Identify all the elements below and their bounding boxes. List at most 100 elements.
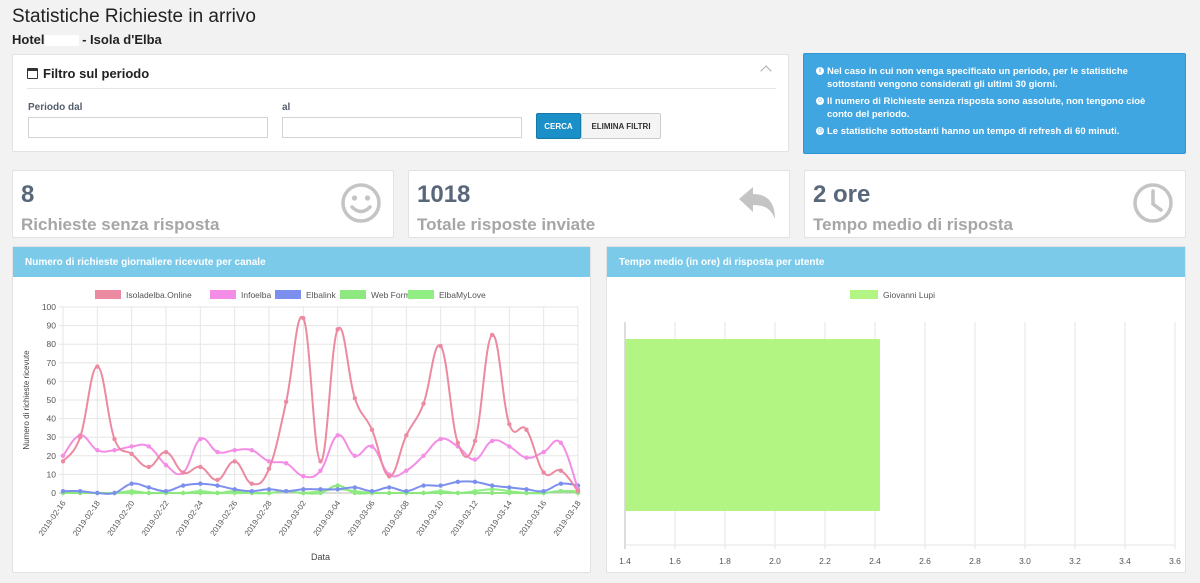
data-point [266,490,272,496]
x-tick-label: 2019-03-06 [346,499,377,538]
data-point [489,438,495,444]
to-date-input[interactable] [282,117,522,138]
data-point [301,490,306,496]
x-tick-label: 3.2 [1069,556,1081,566]
data-point [489,487,495,492]
data-point [301,315,306,321]
x-tick-label: 2019-03-14 [483,499,514,538]
data-point [283,399,289,405]
info-item: ◷ Le statistiche sottostanti hanno un tem… [816,125,1173,138]
data-point [180,483,186,488]
stat-total-replies: 1018 Totale risposte inviate [408,170,790,238]
data-point [352,490,358,496]
info-item: ☺ Il numero di Richieste senza risposta s… [816,95,1173,121]
data-point [215,490,220,496]
line-chart: Isoladelba.Online Infoelba Elbalink Web For… [22,290,583,562]
data-point [215,449,220,455]
legend-label: Infoelba [241,290,272,300]
calendar-icon [27,68,38,79]
from-date-input[interactable] [28,117,268,138]
data-point [369,488,375,494]
data-point [404,468,409,473]
legend-label: Giovanni Lupi [883,290,935,300]
data-point [215,477,220,483]
x-tick-label: 2019-02-28 [243,499,274,538]
search-button[interactable]: CERCA [536,113,581,139]
data-point [283,488,289,494]
data-point [146,485,152,490]
filter-header[interactable]: Filtro sul periodo [27,66,149,81]
y-tick-label: 100 [42,302,56,312]
data-point [558,488,564,494]
clock-icon [1133,183,1173,223]
data-point [386,485,392,490]
data-point [146,444,152,449]
smile-small-icon: ☺ [816,97,824,105]
clear-filters-button[interactable]: ELIMINA FILTRI [581,113,661,139]
from-label: Periodo dal [28,102,83,113]
hotel-name: Hotel - Isola d'Elba [12,32,162,47]
data-point [232,487,237,492]
x-tick-label: 2019-03-10 [414,499,445,538]
data-point [524,487,529,492]
redacted-name [44,35,79,47]
data-point [386,474,392,479]
data-point [335,487,340,492]
stat-value: 1018 [417,181,471,208]
data-point [455,440,461,445]
data-point [386,490,392,496]
legend-label: Elbalink [306,290,337,300]
y-axis-title: Numero di richieste ricevute [22,350,31,450]
x-tick-label: 2019-02-20 [105,499,136,538]
legend-label: Isoladelba.Online [126,290,192,300]
data-point [266,459,272,464]
filter-title: Filtro sul periodo [43,66,150,81]
data-point [541,449,546,455]
data-point [507,490,512,496]
line-chart-panel: Numero di richieste giornaliere ricevute… [12,246,591,573]
data-point [352,485,358,490]
data-point [180,490,186,496]
data-point [60,453,66,458]
data-point [558,440,564,445]
data-point [421,483,426,488]
x-tick-label: 3.4 [1119,556,1131,566]
x-tick-label: 2019-03-08 [380,499,411,538]
info-icon: i [816,67,824,75]
data-point [438,436,443,442]
data-point [455,490,461,496]
data-point [524,490,529,496]
legend-swatch [408,290,434,299]
data-point [266,466,272,472]
x-tick-label: 2019-02-22 [140,499,171,538]
data-point [266,487,272,492]
smile-icon [341,183,381,223]
data-point [112,448,117,453]
divider [27,88,776,89]
data-point [198,490,203,496]
data-point [129,481,134,486]
x-tick-label: 2019-03-12 [449,499,480,538]
page-title: Statistiche Richieste in arrivo [12,6,256,27]
chevron-up-icon[interactable] [760,65,772,77]
data-point [507,421,512,427]
data-point [112,436,117,442]
data-point [421,453,426,458]
data-point [163,462,169,468]
data-point [489,490,495,496]
info-text: Il numero di Richieste senza risposta so… [827,96,1146,120]
data-point [575,488,581,494]
data-point [198,481,203,486]
x-tick-label: 2.2 [819,556,831,566]
y-tick-label: 40 [47,414,57,424]
x-tick-label: 2019-02-18 [71,499,102,538]
legend-swatch [850,290,878,299]
data-point [438,343,443,349]
data-point [472,457,478,462]
y-tick-label: 20 [47,451,57,461]
x-tick-label: 2019-03-16 [517,499,548,538]
data-point [301,487,306,492]
legend-swatch [340,290,366,299]
data-point [438,483,443,488]
reply-icon [739,187,775,219]
